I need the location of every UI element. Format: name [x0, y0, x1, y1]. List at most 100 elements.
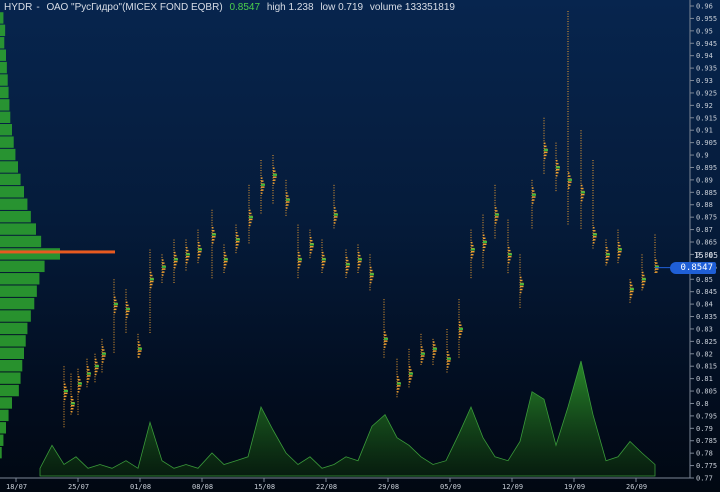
session-poc-mark	[334, 213, 338, 216]
session-dot-cluster	[495, 216, 499, 218]
session-profile	[567, 10, 572, 225]
session-dot-cluster	[150, 274, 153, 277]
session-dot-cluster	[162, 262, 165, 264]
session-dot-cluster	[397, 388, 400, 390]
session-dot-cluster	[447, 360, 451, 362]
session-dot-cluster	[286, 204, 289, 206]
session-dot-cluster	[433, 350, 437, 352]
session-profile	[446, 328, 451, 374]
session-profile	[432, 338, 437, 367]
session-dot-cluster	[138, 356, 140, 358]
profile-bar	[0, 409, 9, 422]
profile-bar	[0, 198, 28, 210]
session-dot-cluster	[286, 195, 289, 197]
session-dot-cluster	[150, 283, 153, 286]
session-dot-cluster	[310, 248, 313, 251]
session-dot-cluster	[556, 162, 559, 165]
price-sessions-layer	[63, 10, 659, 429]
session-dot-cluster	[198, 256, 200, 259]
session-dot-cluster	[138, 353, 141, 355]
session-profile	[531, 179, 536, 230]
session-dot-cluster	[174, 260, 178, 263]
session-dot-cluster	[370, 266, 372, 269]
profile-bar	[0, 335, 26, 347]
time-axis: 18/07 25/07 01/08 08/08 15/08 22/08 29/08 05/09…	[6, 478, 647, 491]
session-profile	[617, 229, 622, 265]
session-dot-cluster	[273, 179, 276, 181]
time-tick-label: 29/08	[378, 483, 399, 491]
session-dot-cluster	[508, 258, 511, 261]
session-dot-cluster	[606, 246, 608, 249]
session-profile	[125, 289, 130, 334]
session-dot-cluster	[606, 261, 608, 264]
session-dot-cluster	[459, 324, 462, 326]
session-dot-cluster	[447, 366, 449, 368]
session-dot-cluster	[421, 355, 425, 357]
session-dot-cluster	[334, 210, 337, 212]
session-poc-mark	[138, 347, 142, 350]
session-dot-cluster	[655, 262, 658, 264]
profile-bar	[0, 397, 12, 409]
session-poc-mark	[495, 213, 499, 216]
profile-bar	[0, 235, 42, 248]
session-profile	[383, 299, 388, 359]
session-dot-cluster	[642, 286, 644, 289]
session-profile	[297, 224, 302, 280]
profile-bar	[0, 49, 6, 61]
session-dot-cluster	[186, 258, 189, 261]
session-profile	[458, 299, 463, 359]
session-dot-cluster	[409, 378, 412, 380]
session-dot-cluster	[102, 358, 105, 360]
session-dot-cluster	[310, 251, 312, 254]
price-tick-label: 0.865	[696, 239, 717, 247]
session-dot-cluster	[236, 247, 238, 249]
price-tick-label: 0.85	[696, 276, 713, 284]
session-dot-cluster	[397, 376, 399, 378]
time-tick-label: 26/09	[626, 483, 647, 491]
price-tick-label: 0.805	[696, 388, 717, 396]
session-dot-cluster	[310, 236, 312, 239]
session-dot-cluster	[138, 350, 142, 352]
session-dot-cluster	[87, 375, 91, 377]
session-poc-mark	[249, 216, 253, 219]
session-dot-cluster	[433, 344, 436, 346]
profile-bar	[0, 322, 28, 335]
session-dot-cluster	[261, 177, 263, 179]
profile-bar	[0, 12, 4, 24]
session-dot-cluster	[138, 341, 140, 343]
session-profile	[321, 239, 326, 275]
session-profile	[77, 368, 82, 416]
session-poc-mark	[95, 365, 99, 368]
session-dot-cluster	[532, 190, 535, 192]
session-profile	[654, 234, 659, 275]
session-dot-cluster	[581, 184, 583, 187]
session-dot-cluster	[358, 266, 360, 269]
session-dot-cluster	[532, 196, 536, 198]
price-tick-label: 0.915	[696, 114, 717, 122]
session-dot-cluster	[87, 366, 89, 368]
session-dot-cluster	[471, 241, 473, 244]
session-dot-cluster	[471, 256, 473, 259]
session-profile	[309, 229, 314, 260]
session-dot-cluster	[409, 375, 413, 377]
session-dot-cluster	[593, 227, 595, 229]
session-poc-mark	[236, 238, 240, 241]
session-dot-cluster	[114, 311, 116, 314]
session-dot-cluster	[397, 379, 400, 381]
session-dot-cluster	[224, 254, 227, 257]
session-dot-cluster	[471, 244, 474, 247]
session-dot-cluster	[174, 266, 176, 269]
session-dot-cluster	[520, 291, 522, 294]
price-tick-label: 0.845	[696, 288, 717, 296]
session-poc-mark	[102, 352, 106, 355]
session-dot-cluster	[655, 259, 657, 261]
session-poc-mark	[298, 258, 302, 261]
session-dot-cluster	[64, 386, 67, 389]
session-dot-cluster	[581, 187, 584, 190]
profile-bar	[0, 124, 12, 136]
session-poc-mark	[78, 382, 82, 385]
session-dot-cluster	[447, 363, 450, 365]
session-dot-cluster	[642, 271, 644, 274]
session-profile	[543, 117, 548, 175]
